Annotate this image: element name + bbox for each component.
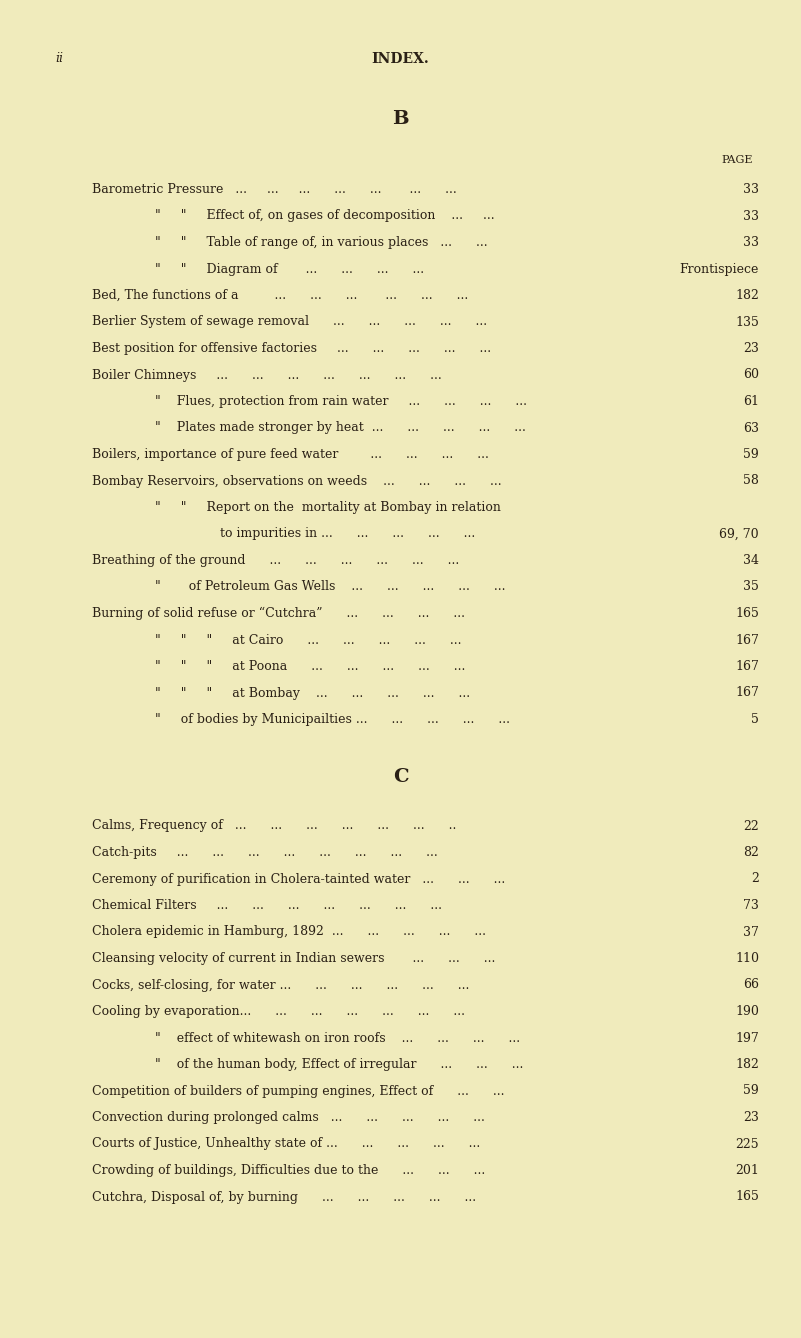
Text: Bombay Reservoirs, observations on weeds    ...      ...      ...      ...: Bombay Reservoirs, observations on weeds…	[92, 475, 501, 487]
Text: 82: 82	[743, 846, 759, 859]
Text: Breathing of the ground      ...      ...      ...      ...      ...      ...: Breathing of the ground ... ... ... ... …	[92, 554, 459, 567]
Text: 34: 34	[743, 554, 759, 567]
Text: 59: 59	[743, 448, 759, 462]
Text: ii: ii	[55, 52, 63, 66]
Text: "     "     "     at Poona      ...      ...      ...      ...      ...: " " " at Poona ... ... ... ... ...	[155, 660, 465, 673]
Text: 33: 33	[743, 210, 759, 222]
Text: 61: 61	[743, 395, 759, 408]
Text: 110: 110	[735, 953, 759, 965]
Text: Frontispiece: Frontispiece	[679, 262, 759, 276]
Text: Best position for offensive factories     ...      ...      ...      ...      ..: Best position for offensive factories ..…	[92, 343, 491, 355]
Text: 37: 37	[743, 926, 759, 938]
Text: Cleansing velocity of current in Indian sewers       ...      ...      ...: Cleansing velocity of current in Indian …	[92, 953, 495, 965]
Text: Courts of Justice, Unhealthy state of ...      ...      ...      ...      ...: Courts of Justice, Unhealthy state of ..…	[92, 1137, 481, 1151]
Text: Chemical Filters     ...      ...      ...      ...      ...      ...      ...: Chemical Filters ... ... ... ... ... ...…	[92, 899, 442, 913]
Text: "    Flues, protection from rain water     ...      ...      ...      ...: " Flues, protection from rain water ... …	[155, 395, 527, 408]
Text: 22: 22	[743, 819, 759, 832]
Text: Cooling by evaporation...      ...      ...      ...      ...      ...      ...: Cooling by evaporation... ... ... ... ..…	[92, 1005, 465, 1018]
Text: 182: 182	[735, 289, 759, 302]
Text: Crowding of buildings, Difficulties due to the      ...      ...      ...: Crowding of buildings, Difficulties due …	[92, 1164, 485, 1177]
Text: B: B	[392, 110, 409, 128]
Text: 167: 167	[735, 660, 759, 673]
Text: 201: 201	[735, 1164, 759, 1177]
Text: Catch-pits     ...      ...      ...      ...      ...      ...      ...      ..: Catch-pits ... ... ... ... ... ... ... .…	[92, 846, 438, 859]
Text: PAGE: PAGE	[722, 155, 753, 165]
Text: Bed, The functions of a         ...      ...      ...       ...      ...      ..: Bed, The functions of a ... ... ... ... …	[92, 289, 469, 302]
Text: to impurities in ...      ...      ...      ...      ...: to impurities in ... ... ... ... ...	[220, 527, 475, 541]
Text: "     "     "     at Bombay    ...      ...      ...      ...      ...: " " " at Bombay ... ... ... ... ...	[155, 686, 470, 700]
Text: 197: 197	[735, 1032, 759, 1045]
Text: INDEX.: INDEX.	[372, 52, 429, 66]
Text: "    of the human body, Effect of irregular      ...      ...      ...: " of the human body, Effect of irregular…	[155, 1058, 523, 1070]
Text: 165: 165	[735, 1191, 759, 1203]
Text: 23: 23	[743, 343, 759, 355]
Text: 66: 66	[743, 978, 759, 991]
Text: Boilers, importance of pure feed water        ...      ...      ...      ...: Boilers, importance of pure feed water .…	[92, 448, 489, 462]
Text: Boiler Chimneys     ...      ...      ...      ...      ...      ...      ...: Boiler Chimneys ... ... ... ... ... ... …	[92, 368, 441, 381]
Text: 225: 225	[735, 1137, 759, 1151]
Text: 182: 182	[735, 1058, 759, 1070]
Text: "     "     "     at Cairo      ...      ...      ...      ...      ...: " " " at Cairo ... ... ... ... ...	[155, 633, 461, 646]
Text: Convection during prolonged calms   ...      ...      ...      ...      ...: Convection during prolonged calms ... ..…	[92, 1111, 485, 1124]
Text: 69, 70: 69, 70	[719, 527, 759, 541]
Text: "    effect of whitewash on iron roofs    ...      ...      ...      ...: " effect of whitewash on iron roofs ... …	[155, 1032, 520, 1045]
Text: Berlier System of sewage removal      ...      ...      ...      ...      ...: Berlier System of sewage removal ... ...…	[92, 316, 487, 329]
Text: "       of Petroleum Gas Wells    ...      ...      ...      ...      ...: " of Petroleum Gas Wells ... ... ... ...…	[155, 581, 505, 594]
Text: 58: 58	[743, 475, 759, 487]
Text: "    Plates made stronger by heat  ...      ...      ...      ...      ...: " Plates made stronger by heat ... ... .…	[155, 421, 526, 435]
Text: 23: 23	[743, 1111, 759, 1124]
Text: 35: 35	[743, 581, 759, 594]
Text: 167: 167	[735, 686, 759, 700]
Text: Competition of builders of pumping engines, Effect of      ...      ...: Competition of builders of pumping engin…	[92, 1085, 505, 1097]
Text: 73: 73	[743, 899, 759, 913]
Text: 33: 33	[743, 235, 759, 249]
Text: Cocks, self-closing, for water ...      ...      ...      ...      ...      ...: Cocks, self-closing, for water ... ... .…	[92, 978, 469, 991]
Text: 190: 190	[735, 1005, 759, 1018]
Text: Calms, Frequency of   ...      ...      ...      ...      ...      ...      ..: Calms, Frequency of ... ... ... ... ... …	[92, 819, 457, 832]
Text: 167: 167	[735, 633, 759, 646]
Text: 63: 63	[743, 421, 759, 435]
Text: Ceremony of purification in Cholera-tainted water   ...      ...      ...: Ceremony of purification in Cholera-tain…	[92, 872, 505, 886]
Text: Cutchra, Disposal of, by burning      ...      ...      ...      ...      ...: Cutchra, Disposal of, by burning ... ...…	[92, 1191, 476, 1203]
Text: 33: 33	[743, 183, 759, 195]
Text: 165: 165	[735, 607, 759, 619]
Text: Burning of solid refuse or “Cutchra”      ...      ...      ...      ...: Burning of solid refuse or “Cutchra” ...…	[92, 607, 465, 621]
Text: Cholera epidemic in Hamburg, 1892  ...      ...      ...      ...      ...: Cholera epidemic in Hamburg, 1892 ... ..…	[92, 926, 486, 938]
Text: "     "     Effect of, on gases of decomposition    ...     ...: " " Effect of, on gases of decomposition…	[155, 210, 495, 222]
Text: 59: 59	[743, 1085, 759, 1097]
Text: 60: 60	[743, 368, 759, 381]
Text: 2: 2	[751, 872, 759, 886]
Text: C: C	[392, 768, 409, 785]
Text: 5: 5	[751, 713, 759, 727]
Text: "     "     Report on the  mortality at Bombay in relation: " " Report on the mortality at Bombay in…	[155, 500, 501, 514]
Text: "     "     Diagram of       ...      ...      ...      ...: " " Diagram of ... ... ... ...	[155, 262, 424, 276]
Text: 135: 135	[735, 316, 759, 329]
Text: "     of bodies by Municipailties ...      ...      ...      ...      ...: " of bodies by Municipailties ... ... ..…	[155, 713, 510, 727]
Text: Barometric Pressure   ...     ...     ...      ...      ...       ...      ...: Barometric Pressure ... ... ... ... ... …	[92, 183, 457, 195]
Text: "     "     Table of range of, in various places   ...      ...: " " Table of range of, in various places…	[155, 235, 488, 249]
